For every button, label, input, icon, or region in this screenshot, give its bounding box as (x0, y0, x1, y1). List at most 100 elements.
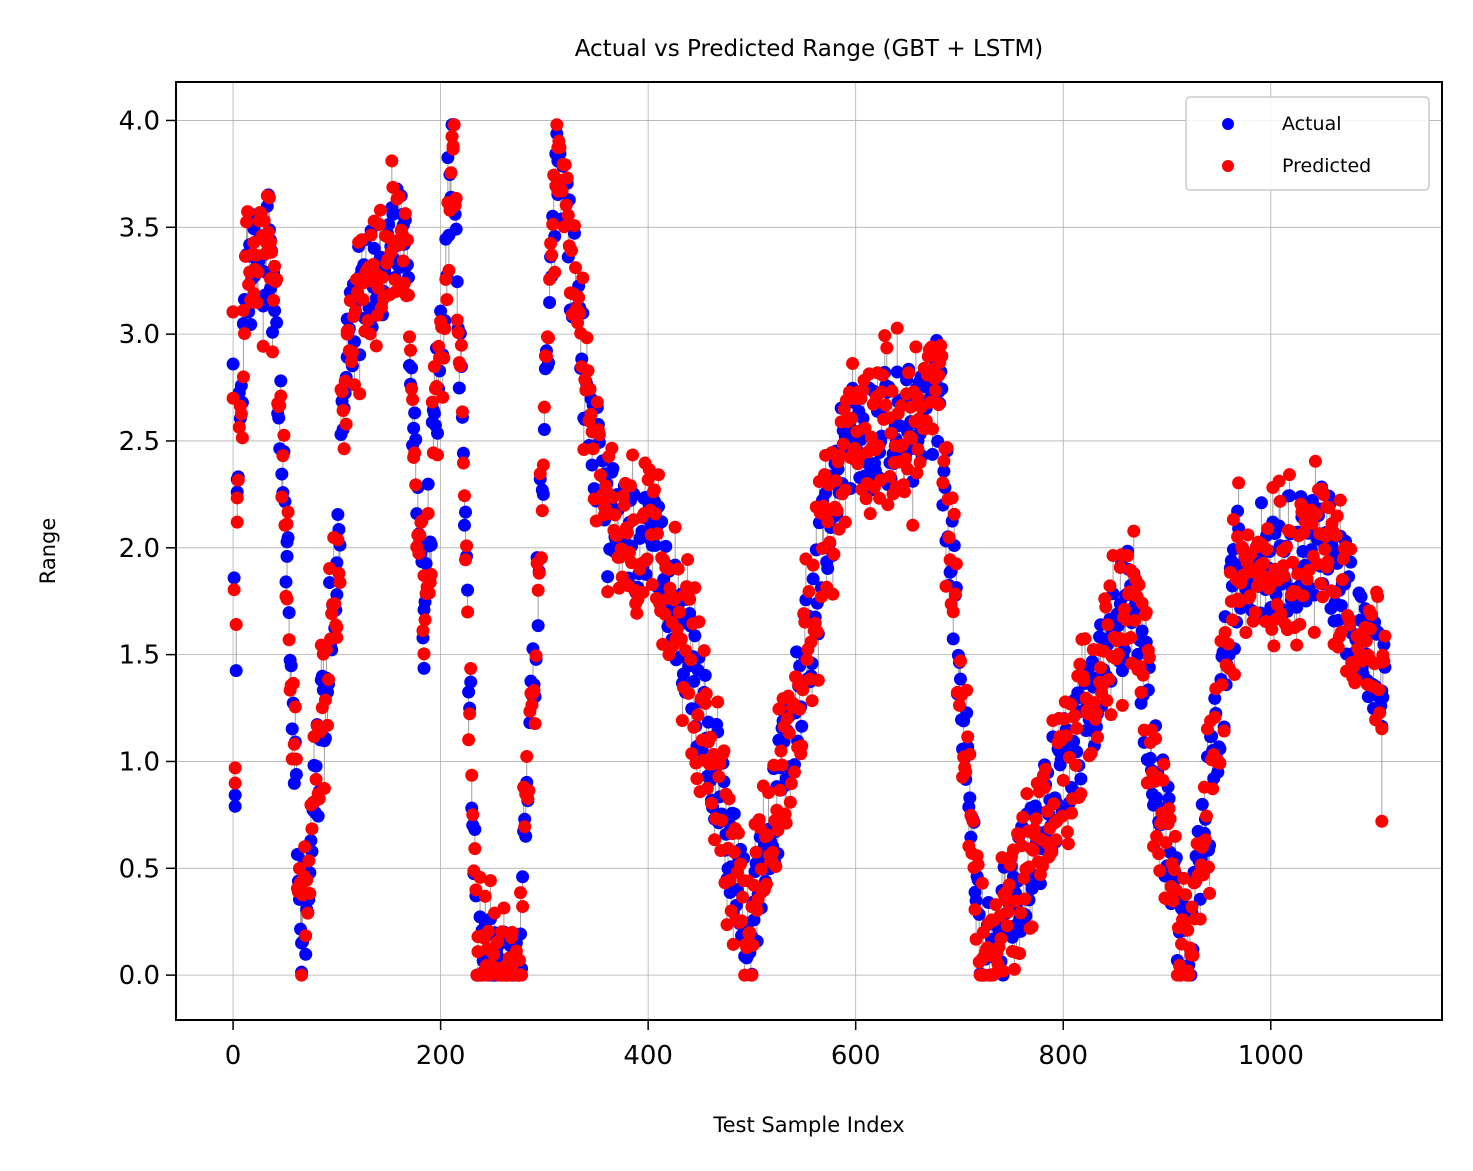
predicted-point (711, 695, 725, 709)
predicted-point (1000, 919, 1014, 933)
actual-point (683, 607, 697, 621)
predicted-point (802, 585, 816, 599)
predicted-point (444, 166, 458, 180)
predicted-point (263, 272, 277, 286)
legend-box (1185, 96, 1430, 191)
predicted-point (295, 968, 309, 982)
predicted-point (545, 248, 559, 262)
predicted-point (468, 842, 482, 856)
predicted-point (994, 932, 1008, 946)
actual-point (236, 316, 250, 330)
predicted-point (1013, 946, 1027, 960)
predicted-point (656, 637, 670, 651)
predicted-point (674, 632, 688, 646)
predicted-point (647, 483, 661, 497)
predicted-point (1153, 864, 1167, 878)
y-tick-label: 3.0 (119, 320, 160, 350)
predicted-point (1064, 697, 1078, 711)
predicted-point (1221, 637, 1235, 651)
predicted-point (1213, 756, 1227, 770)
y-tick-label: 2.5 (119, 427, 160, 457)
actual-point (795, 719, 809, 733)
predicted-point (572, 291, 586, 305)
predicted-point (749, 845, 763, 859)
predicted-point (959, 765, 973, 779)
predicted-point (1181, 964, 1195, 978)
y-tick-label: 2.0 (119, 534, 160, 564)
predicted-point (455, 405, 469, 419)
predicted-point (535, 504, 549, 518)
predicted-point (440, 293, 454, 307)
predicted-point (564, 244, 578, 258)
predicted-point (1248, 606, 1262, 620)
actual-point (1115, 664, 1129, 678)
actual-point (279, 575, 293, 589)
predicted-point (658, 607, 672, 621)
predicted-point (1261, 522, 1275, 536)
predicted-point (782, 726, 796, 740)
predicted-point (1377, 654, 1391, 668)
predicted-point (704, 796, 718, 810)
predicted-point (561, 208, 575, 222)
predicted-point (864, 430, 878, 444)
predicted-point (418, 613, 432, 627)
actual-point (331, 507, 345, 521)
predicted-point (712, 770, 726, 784)
predicted-point (872, 439, 886, 453)
predicted-point (823, 535, 837, 549)
actual-point (407, 421, 421, 435)
actual-point (1361, 690, 1375, 704)
predicted-point (322, 673, 336, 687)
predicted-point (947, 507, 961, 521)
predicted-point (344, 355, 358, 369)
predicted-point (281, 505, 295, 519)
predicted-point (617, 498, 631, 512)
predicted-point (230, 491, 244, 505)
predicted-point (608, 508, 622, 522)
predicted-point (1199, 809, 1213, 823)
predicted-point (512, 953, 526, 967)
predicted-point (303, 886, 317, 900)
predicted-point (1317, 488, 1331, 502)
actual-point (299, 947, 313, 961)
predicted-point (1159, 836, 1173, 850)
predicted-point (282, 633, 296, 647)
predicted-point (251, 265, 265, 279)
predicted-point (966, 814, 980, 828)
predicted-point (1181, 923, 1195, 937)
predicted-point (1127, 524, 1141, 538)
predicted-point (330, 620, 344, 634)
predicted-point (515, 968, 529, 982)
predicted-point (1038, 781, 1052, 795)
predicted-point (1179, 888, 1193, 902)
predicted-point (885, 384, 899, 398)
predicted-point (1121, 549, 1135, 563)
predicted-point (1168, 829, 1182, 843)
predicted-point (1016, 810, 1030, 824)
predicted-point (431, 448, 445, 462)
actual-point (790, 645, 804, 659)
predicted-point (818, 468, 832, 482)
predicted-point (459, 553, 473, 567)
predicted-point (1186, 948, 1200, 962)
predicted-point (1308, 454, 1322, 468)
predicted-point (952, 698, 966, 712)
predicted-point (760, 828, 774, 842)
predicted-point (703, 730, 717, 744)
predicted-point (645, 578, 659, 592)
predicted-point (1206, 782, 1220, 796)
predicted-point (531, 583, 545, 597)
predicted-point (228, 761, 242, 775)
predicted-point (1020, 787, 1034, 801)
predicted-point (1166, 894, 1180, 908)
predicted-point (1163, 812, 1177, 826)
predicted-point (754, 862, 768, 876)
predicted-point (1335, 573, 1349, 587)
predicted-point (1226, 512, 1240, 526)
predicted-point (405, 382, 419, 396)
predicted-point (1078, 632, 1092, 646)
actual-point (464, 675, 478, 689)
predicted-point (398, 207, 412, 221)
predicted-point (1157, 757, 1171, 771)
actual-point (289, 768, 303, 782)
